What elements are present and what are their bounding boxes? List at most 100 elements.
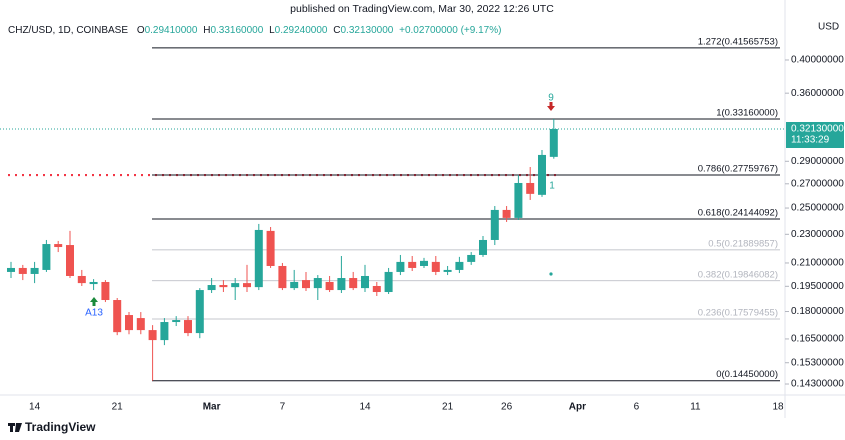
annotation: 9: [548, 93, 554, 104]
change: +0.02700000 (+9.17%): [399, 25, 501, 36]
candle-body: [408, 261, 417, 268]
fib-label: 0.5(0.21889857): [708, 238, 778, 249]
candle-body: [89, 281, 98, 285]
last-price-label: 0.32130000: [791, 124, 844, 135]
y-tick-label: 0.29000000: [791, 156, 844, 167]
countdown: 11:33:29: [791, 135, 830, 146]
candle-body: [148, 330, 157, 341]
fib-label: 1(0.33160000): [716, 108, 778, 119]
ohlc-label: H: [203, 25, 210, 36]
candle-body: [254, 229, 263, 288]
ohlc-value: 0.29240000: [275, 25, 328, 36]
candle-body: [313, 278, 322, 289]
y-tick-label: 0.18000000: [791, 306, 844, 317]
candle-body: [7, 267, 15, 272]
candle-body: [443, 269, 452, 272]
ohlc-label: L: [269, 25, 275, 36]
y-tick-label: 0.21000000: [791, 258, 844, 269]
candle-body: [231, 283, 240, 288]
ohlc-value: 0.32130000: [341, 25, 394, 36]
y-tick-label: 0.27000000: [791, 178, 844, 189]
candle-body: [349, 278, 358, 289]
down-arrow: [547, 102, 555, 111]
candle-body: [77, 275, 86, 284]
x-tick-label: 7: [280, 402, 286, 413]
candle-body: [502, 209, 511, 218]
candle-body: [184, 320, 192, 334]
logo: TradingView: [8, 420, 96, 434]
candle-body: [207, 285, 216, 291]
marker-dot: [549, 272, 553, 276]
candle-body: [195, 290, 204, 334]
candle-body: [219, 285, 228, 288]
fib-label: 0(0.14450000): [716, 369, 778, 380]
fib-label: 0.786(0.27759767): [698, 164, 778, 175]
published-note: published on TradingView.com, Mar 30, 20…: [290, 3, 554, 15]
candle-body: [101, 281, 110, 301]
candle-body: [431, 261, 440, 272]
candle-body: [526, 182, 535, 194]
fib-label: 0.236(0.17579455): [698, 307, 778, 318]
y-tick-label: 0.25000000: [791, 203, 844, 214]
x-tick-label: 14: [29, 402, 41, 413]
x-tick-label: 6: [634, 402, 640, 413]
currency: USD: [818, 22, 839, 33]
fib-label: 0.382(0.19846082): [698, 269, 778, 280]
candle-body: [243, 283, 251, 288]
annotation: 1: [549, 181, 555, 192]
footer-brand: TradingView: [25, 420, 96, 434]
last-price-box: [786, 122, 844, 149]
candle-body: [113, 300, 122, 333]
candle-body: [514, 182, 523, 218]
fib-label: 0.618(0.24144092): [698, 208, 778, 219]
logo-mark: [8, 423, 22, 432]
ohlc-value: 0.29410000: [145, 25, 198, 36]
ohlc-value: 0.33160000: [210, 25, 263, 36]
candle-body: [266, 230, 275, 266]
y-tick-label: 0.19500000: [791, 281, 844, 292]
ohlc-label: O: [137, 25, 145, 36]
candle-body: [538, 154, 546, 195]
y-tick-label: 0.36000000: [791, 88, 844, 99]
y-tick-label: 0.23000000: [791, 229, 844, 240]
candle-body: [361, 275, 369, 289]
candle-body: [278, 265, 287, 289]
legend-line: CHZ/USD, 1D, COINBASE O0.29410000 H0.331…: [8, 25, 501, 36]
x-tick-label: 18: [772, 402, 784, 413]
candle-body: [325, 281, 334, 291]
candle-body: [396, 261, 405, 272]
candle-body: [136, 318, 145, 331]
x-tick-label: 21: [442, 402, 454, 413]
fib-label: 1.272(0.41565753): [698, 36, 778, 47]
annotation: A13: [85, 308, 103, 319]
x-tick-label: 21: [112, 402, 124, 413]
candle-body: [467, 254, 476, 262]
x-tick-label: 26: [501, 402, 513, 413]
candle-body: [420, 260, 428, 266]
candle-body: [549, 129, 558, 157]
candle-body: [479, 239, 487, 255]
up-arrow: [90, 297, 98, 306]
candle-body: [490, 209, 499, 240]
candle-body: [172, 320, 181, 323]
candle-body: [372, 285, 381, 293]
y-tick-label: 0.14300000: [791, 379, 844, 390]
candle-body: [337, 278, 346, 291]
candle-body: [384, 271, 393, 293]
candle-body: [302, 280, 310, 289]
y-tick-label: 0.15300000: [791, 357, 844, 368]
candle-body: [66, 245, 74, 276]
candle-body: [18, 267, 27, 274]
candle-body: [54, 244, 63, 248]
candle-body: [455, 261, 464, 270]
x-tick-label: Apr: [569, 402, 586, 413]
candle-body: [125, 315, 133, 331]
candle-body: [42, 244, 51, 270]
symbol: CHZ/USD, 1D, COINBASE: [8, 25, 128, 36]
x-tick-label: 14: [359, 402, 371, 413]
y-tick-label: 0.16500000: [791, 334, 844, 345]
x-tick-label: 11: [690, 402, 701, 413]
candle-body: [290, 281, 299, 289]
ohlc-label: C: [333, 25, 340, 36]
